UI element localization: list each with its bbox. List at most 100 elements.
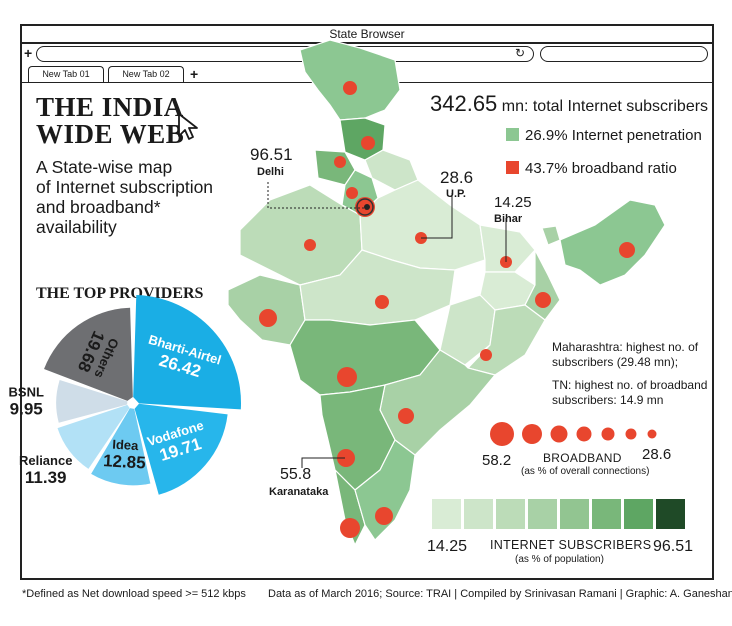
broadband-ratio-legend: 43.7% broadband ratio: [506, 160, 677, 177]
broadband-marker: [375, 295, 389, 309]
pie-slice-name: Reliance: [19, 453, 72, 468]
karnataka-leader-line: [301, 457, 345, 468]
subscribers-title: INTERNET SUBSCRIBERS: [490, 538, 652, 552]
broadband-marker: [259, 309, 277, 327]
tab-new-tab-01[interactable]: New Tab 01: [28, 66, 104, 82]
broadband-marker: [398, 408, 414, 424]
broadband-dot: [522, 424, 542, 444]
subscribers-scale-step: [528, 499, 557, 529]
subscribers-max-label: 96.51: [653, 538, 694, 555]
providers-title: THE TOP PROVIDERS: [36, 285, 204, 302]
penetration-legend: 26.9% Internet penetration: [506, 127, 702, 144]
subscribers-subtitle: (as % of population): [515, 554, 604, 565]
broadband-marker: [334, 156, 346, 168]
broadband-marker: [337, 449, 355, 467]
broadband-marker: [343, 81, 357, 95]
address-row: + ↻: [22, 42, 712, 64]
delhi-label: Delhi: [257, 166, 284, 178]
window-title: State Browser: [22, 26, 712, 44]
subscribers-scale-step: [560, 499, 589, 529]
region-tn: [354, 439, 416, 541]
penetration-swatch: [506, 128, 519, 141]
total-subscribers: 342.65 mn: total Internet subscribers: [430, 91, 709, 116]
plus-icon[interactable]: +: [24, 45, 33, 61]
broadband-dot: [576, 426, 592, 442]
map-leader-lines: [267, 182, 507, 468]
broadband-marker: [619, 242, 635, 258]
subscribers-scale-step: [656, 499, 685, 529]
pie-slice: [56, 380, 128, 423]
footer-credits: Data as of March 2016; Source: TRAI | Co…: [268, 588, 732, 600]
broadband-marker: [337, 367, 357, 387]
subscribers-min-label: 14.25: [427, 538, 468, 555]
page-subtitle: A State-wise map of Internet subscriptio…: [36, 157, 214, 237]
pie-slice-value: 12.85: [103, 451, 147, 472]
broadband-dot: [647, 429, 657, 439]
broadband-marker: [340, 518, 360, 538]
broadband-dot: [550, 425, 568, 443]
browser-window: State Browser + ↻ New Tab 01 New Tab 02 …: [20, 24, 714, 580]
broadband-max-label: 28.6: [642, 446, 672, 463]
pie-slice: [134, 403, 228, 495]
maharashtra-note: Maharashtra: highest no. of subscribers …: [552, 340, 699, 369]
delhi-marker-center: [364, 204, 370, 210]
broadband-min-label: 58.2: [482, 452, 512, 469]
pie-slice: [133, 295, 241, 410]
delhi-marker-ring: [356, 198, 374, 216]
delhi-value: 96.51: [250, 145, 293, 164]
page-title: THE INDIA WIDE WEB: [36, 92, 185, 149]
broadband-swatch: [506, 161, 519, 174]
reload-icon[interactable]: ↻: [514, 46, 525, 60]
subscribers-scale-step: [464, 499, 493, 529]
subscribers-scale-step: [496, 499, 525, 529]
pie-slice-name: BSNL: [8, 385, 43, 400]
subscribers-scale-step: [592, 499, 621, 529]
up-value: 28.6: [440, 168, 474, 187]
broadband-marker: [304, 239, 316, 251]
subscribers-scale-step: [432, 499, 461, 529]
broadband-marker: [346, 187, 358, 199]
broadband-marker: [375, 507, 393, 525]
pie-slice: [44, 307, 133, 401]
subscribers-scale-step: [624, 499, 653, 529]
pie-slice-value: 9.95: [10, 400, 43, 419]
karnataka-label: Karanataka: [269, 486, 329, 498]
pie-slice: [57, 404, 130, 469]
broadband-dot: [601, 427, 615, 441]
broadband-subtitle: (as % of overall connections): [521, 466, 650, 477]
broadband-marker: [361, 136, 375, 150]
broadband-dot: [490, 422, 514, 446]
tn-note: TN: highest no. of broadband subscribers…: [552, 378, 708, 407]
region-jk: [299, 39, 401, 121]
pie-slice-value: 11.39: [25, 468, 67, 487]
tab-new-tab-02[interactable]: New Tab 02: [108, 66, 184, 82]
address-bar[interactable]: ↻: [36, 46, 534, 62]
pie-slice-name: Idea: [112, 437, 140, 453]
subscribers-color-scale: [432, 499, 688, 529]
broadband-marker: [480, 349, 492, 361]
search-bar[interactable]: [540, 46, 708, 62]
new-tab-button[interactable]: +: [190, 66, 199, 82]
region-up: [359, 179, 486, 271]
pie-slice: [91, 408, 151, 486]
delhi-leader-line: [267, 182, 367, 209]
footer-note: *Defined as Net download speed >= 512 kb…: [22, 588, 246, 600]
region-northeast: [559, 199, 666, 286]
broadband-dot: [625, 428, 637, 440]
broadband-title: BROADBAND: [543, 451, 622, 465]
up-label: U.P.: [446, 188, 466, 200]
cursor-icon: [178, 113, 198, 140]
map-markers: [259, 81, 635, 538]
bihar-label: Bihar: [494, 213, 523, 225]
broadband-marker: [535, 292, 551, 308]
up-leader-line: [421, 193, 453, 239]
region-sikkim: [541, 225, 561, 246]
karnataka-value: 55.8: [280, 466, 312, 483]
bihar-value: 14.25: [494, 194, 532, 211]
broadband-dot-legend: [490, 422, 657, 446]
